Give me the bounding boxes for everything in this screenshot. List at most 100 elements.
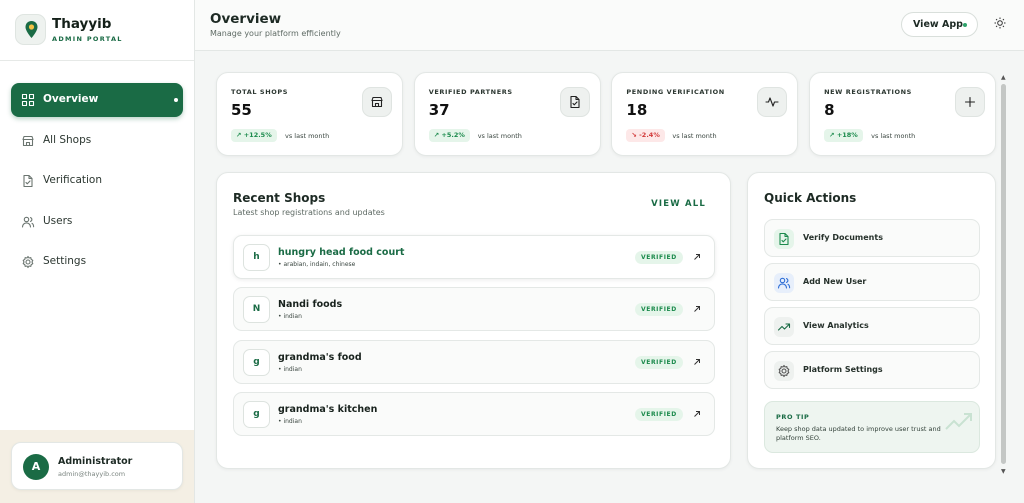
brand-name: Thayyib — [52, 16, 112, 32]
action-icon — [774, 317, 794, 337]
status-dot — [963, 23, 967, 27]
scroll-up: ▲ — [1001, 74, 1006, 81]
open-icon[interactable] — [693, 358, 701, 366]
stat-card: TOTAL SHOPS 55 ↗ +12.5% vs last month — [216, 72, 403, 156]
stat-card: NEW REGISTRATIONS 8 ↗ +18% vs last month — [809, 72, 997, 156]
shop-row[interactable]: h hungry head food court • arabian, indain… — [233, 235, 715, 279]
shop-row[interactable]: N Nandi foods • indian VERIFIED — [233, 287, 715, 332]
shop-name: hungry head food court — [278, 247, 405, 258]
change-value: -2.4% — [639, 131, 660, 139]
nav-icon — [21, 215, 35, 229]
action-button[interactable]: Add New User — [764, 263, 980, 301]
card-title: Quick Actions — [764, 191, 857, 205]
user-area: A Administrator admin@thayyib.com — [0, 430, 194, 503]
theme-toggle[interactable] — [994, 17, 1006, 29]
nav-item[interactable]: All Shops — [11, 124, 183, 158]
open-icon[interactable] — [693, 305, 701, 313]
trend-arrow: ↗ — [433, 131, 440, 139]
page-subtitle: Manage your platform efficiently — [210, 29, 341, 38]
status-badge: VERIFIED — [635, 251, 683, 264]
nav-label: Settings — [43, 255, 87, 267]
shop-tags: • indian — [278, 365, 302, 373]
stat-label: VERIFIED PARTNERS — [428, 88, 513, 96]
button-label: View App — [913, 19, 963, 30]
shop-initial: h — [243, 244, 270, 271]
stat-change: ↘ -2.4% — [626, 129, 665, 142]
stat-card: PENDING VERIFICATION 18 ↘ -2.4% vs last mon… — [611, 72, 799, 156]
user-name: Administrator — [58, 456, 133, 467]
change-value: +12.5% — [243, 131, 272, 139]
scroll-down: ▼ — [1001, 468, 1006, 475]
trend-arrow: ↘ — [631, 131, 637, 139]
quick-actions-card: Quick Actions PRO TIP Keep shop data upd… — [747, 172, 996, 469]
stat-note: vs last month — [285, 132, 330, 140]
open-icon[interactable] — [693, 253, 701, 261]
shop-row[interactable]: g grandma's kitchen • indian VERIFIED — [233, 391, 715, 436]
stat-icon — [559, 87, 590, 117]
stat-value: 18 — [626, 101, 648, 119]
status-badge: VERIFIED — [635, 303, 683, 317]
action-button[interactable]: View Analytics — [764, 307, 980, 345]
nav-label: All Shops — [43, 133, 92, 146]
shop-name: Nandi foods — [278, 299, 343, 311]
action-button[interactable]: Platform Settings — [764, 351, 980, 389]
shop-name: grandma's kitchen — [278, 403, 378, 415]
action-icon — [774, 229, 794, 249]
nav-item[interactable]: Overview — [11, 83, 183, 117]
nav-icon — [21, 174, 35, 188]
stat-value: 8 — [824, 101, 835, 119]
user-email: admin@thayyib.com — [58, 470, 126, 478]
avatar: A — [23, 454, 49, 480]
shop-name: grandma's food — [278, 351, 362, 363]
stat-note: vs last month — [871, 132, 916, 140]
action-label: Platform Settings — [803, 365, 883, 374]
shop-row[interactable]: g grandma's food • indian VERIFIED — [233, 339, 715, 384]
status-badge: VERIFIED — [635, 355, 683, 369]
stat-icon — [757, 87, 788, 117]
action-label: Verify Documents — [803, 233, 883, 242]
stat-label: PENDING VERIFICATION — [626, 88, 725, 96]
action-icon — [774, 361, 794, 381]
stat-note: vs last month — [477, 132, 522, 140]
nav-item[interactable]: Settings — [11, 245, 183, 279]
nav-icon — [21, 255, 35, 269]
open-icon[interactable] — [693, 410, 701, 418]
nav-item[interactable]: Users — [11, 205, 183, 239]
recent-shops-card: Recent Shops Latest shop registrations a… — [216, 172, 731, 469]
stat-icon — [362, 87, 392, 117]
nav-icon — [21, 134, 35, 148]
nav-label: Verification — [43, 174, 102, 186]
action-label: Add New User — [803, 277, 867, 286]
sidebar: Thayyib ADMIN PORTAL Overview All Shops Ve… — [0, 0, 195, 503]
shop-tags: • indian — [278, 313, 302, 321]
tip-text: Keep shop data updated to improve user t… — [776, 425, 941, 442]
shop-tags: • arabian, indain, chinese — [278, 261, 356, 268]
scrollbar[interactable]: ▲ ▼ — [1000, 74, 1007, 476]
stat-change: ↗ +18% — [824, 129, 863, 142]
user-card[interactable]: A Administrator admin@thayyib.com — [11, 442, 183, 490]
stat-change: ↗ +12.5% — [231, 129, 277, 142]
card-title: Recent Shops — [233, 191, 326, 205]
change-value: +5.2% — [441, 131, 465, 139]
action-icon — [774, 273, 794, 293]
nav-label: Overview — [43, 93, 99, 105]
stat-change: ↗ +5.2% — [428, 129, 470, 142]
status-badge: VERIFIED — [635, 407, 683, 421]
header: Overview Manage your platform efficientl… — [195, 0, 1024, 51]
view-app-button[interactable]: View App — [901, 12, 978, 37]
nav-label: Users — [43, 214, 73, 227]
trend-arrow: ↗ — [829, 131, 835, 139]
nav-item[interactable]: Verification — [11, 164, 183, 198]
stat-label: TOTAL SHOPS — [231, 88, 289, 96]
view-all-link[interactable]: VIEW ALL — [651, 199, 706, 209]
stat-value: 55 — [231, 101, 252, 119]
action-button[interactable]: Verify Documents — [764, 219, 980, 257]
card-subtitle: Latest shop registrations and updates — [233, 208, 385, 217]
logo — [15, 14, 46, 45]
stat-card: VERIFIED PARTNERS 37 ↗ +5.2% vs last month — [413, 72, 601, 156]
brand-subtitle: ADMIN PORTAL — [52, 35, 123, 43]
trend-arrow: ↗ — [236, 131, 242, 139]
tip-title: PRO TIP — [776, 413, 810, 421]
pro-tip: PRO TIP Keep shop data updated to improv… — [764, 401, 980, 453]
